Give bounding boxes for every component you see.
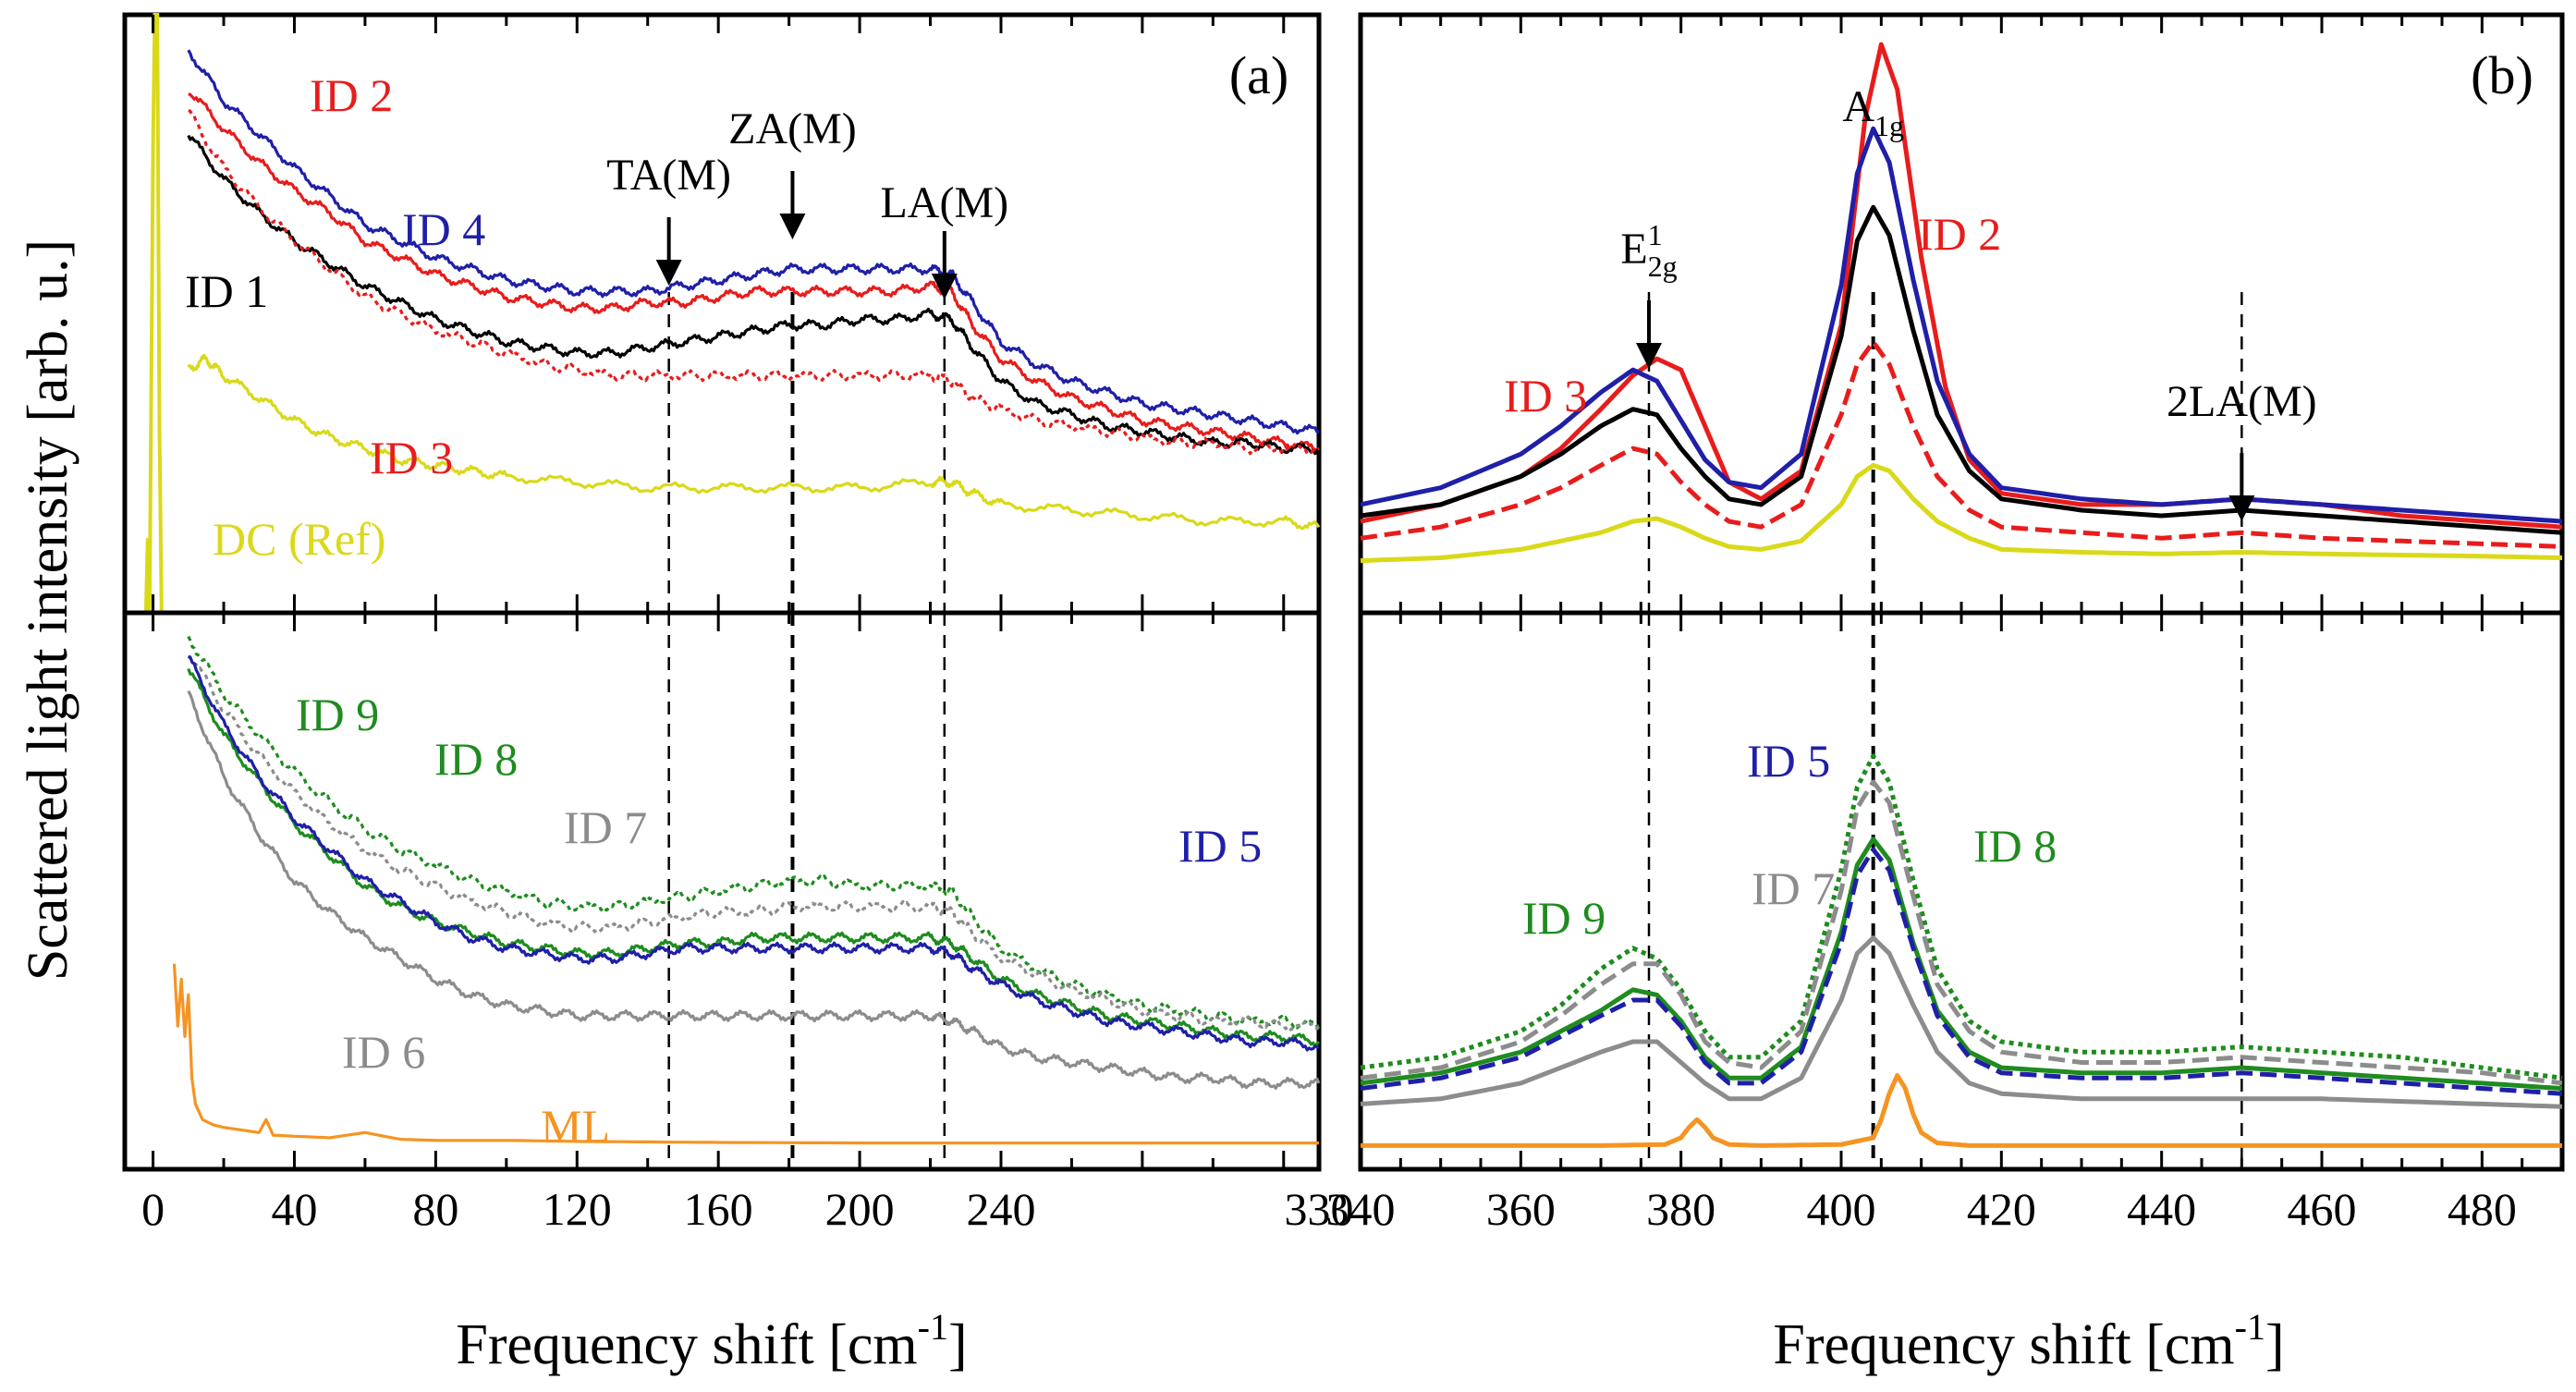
series-id-1 [187, 134, 1321, 456]
series-id-6 [187, 690, 1321, 1090]
series-id-7 [187, 655, 1321, 1033]
panel-a-bottom: 0 40 80 120 160 200 240 330 ID 9 ID 8 ID 7 ID 5 ID 6… [122, 610, 1354, 1235]
panel-frame [1358, 610, 2565, 1172]
x-tick-label: 200 [825, 1183, 895, 1235]
x-tick-label: 160 [684, 1183, 753, 1235]
x-tick-label: 460 [2288, 1183, 2357, 1235]
curve-label: ID 2 [310, 69, 393, 121]
panel-b-top: (b) E1 2g 2LA(M) A1g ID 2 ID 3 [1358, 12, 2565, 616]
x-tick-label: 240 [966, 1183, 1035, 1235]
panel-frame [122, 610, 1322, 1172]
x-tick-label: 340 [1326, 1183, 1396, 1235]
curve-label: ID 4 [402, 203, 485, 255]
series-id-8 [1360, 836, 2563, 1092]
series-ml [172, 963, 1319, 1145]
curve-label: ID 6 [342, 1026, 425, 1078]
laser-line-spike [143, 13, 164, 614]
peak-arrowhead [931, 274, 958, 299]
series-id-5 [1360, 847, 2563, 1096]
curve-label: ID 3 [1504, 370, 1587, 421]
curve-label: ID 7 [564, 801, 647, 853]
series-id-3 [1360, 339, 2563, 549]
curve-label: ID 8 [1973, 820, 2057, 872]
x-tick-label: 80 [412, 1183, 458, 1235]
series-id-7 [1360, 779, 2563, 1086]
x-tick-label: 420 [1967, 1183, 2036, 1235]
peak-arrowhead [779, 214, 806, 239]
series-id-1 [1360, 204, 2563, 535]
curve-label: ID 9 [1522, 892, 1605, 944]
x-tick-label: 0 [141, 1183, 165, 1235]
series-dc-ref- [1360, 462, 2563, 564]
series-id-4 [187, 49, 1320, 435]
panel-a-top: (a) TA(M)ZA(M) LA(M) ID 2 ID 4 ID 1 ID 3 DC (Re… [122, 12, 1322, 616]
y-axis-label: Scattered light intensity [arb. u.] [17, 239, 79, 981]
peak-label: 2LA(M) [2167, 377, 2317, 426]
curve-label: DC (Ref) [213, 513, 385, 565]
series-id-9 [1360, 753, 2563, 1081]
curve-label: ID 3 [370, 432, 453, 483]
x-tick-label: 380 [1646, 1183, 1715, 1235]
curve-label: ML [541, 1100, 610, 1152]
peak-label: TA(M) [606, 151, 731, 200]
series-id-5 [187, 654, 1320, 1052]
curve-label: ID 9 [296, 689, 379, 740]
x-tick-label: 480 [2448, 1183, 2517, 1235]
x-tick-label: 40 [271, 1183, 317, 1235]
series-dc-ref- [187, 353, 1321, 531]
panel-label: (a) [1229, 45, 1288, 105]
curve-label: ID 5 [1747, 735, 1830, 787]
x-tick-label: 400 [1807, 1183, 1876, 1235]
x-tick-label: 440 [2127, 1183, 2196, 1235]
x-axis-label-left: Frequency shift [cm-1] [456, 1306, 967, 1376]
series-id-3 [188, 109, 1320, 456]
peak-arrowhead [655, 260, 682, 286]
x-tick-label: 330 [1285, 1183, 1354, 1235]
x-axis-label-right: Frequency shift [cm-1] [1773, 1306, 2284, 1376]
series-ml [1361, 1073, 2562, 1148]
panel-b-bottom: 340 360 380 400 420 440 460 480 ID 9 ID 7 ID 5 ID 8 [1326, 610, 2565, 1235]
x-tick-label: 120 [543, 1183, 612, 1235]
curve-label: ID 2 [1918, 208, 2001, 260]
x-tick-label: 360 [1486, 1183, 1556, 1235]
peak-label: LA(M) [880, 178, 1008, 227]
curve-label: ID 8 [434, 733, 518, 785]
curve-label: ID 5 [1178, 820, 1262, 872]
panel-label: (b) [2471, 45, 2533, 105]
series-id-4 [1360, 126, 2563, 524]
series-id-2 [188, 92, 1321, 453]
peak-label: E1 2g [1620, 218, 1677, 283]
panels: (a) TA(M)ZA(M) LA(M) ID 2 ID 4 ID 1 ID 3 DC (Re… [122, 12, 2565, 1235]
panel-frame [1358, 12, 2565, 616]
peak-arrowhead [2228, 495, 2255, 521]
peak-label-a1g: A1g [1842, 82, 1904, 142]
peak-label: ZA(M) [728, 104, 857, 153]
curve-label: ID 1 [185, 265, 268, 317]
series-id-6 [1360, 935, 2563, 1109]
curve-label: ID 7 [1752, 862, 1835, 914]
peak-arrowhead [1636, 343, 1662, 369]
